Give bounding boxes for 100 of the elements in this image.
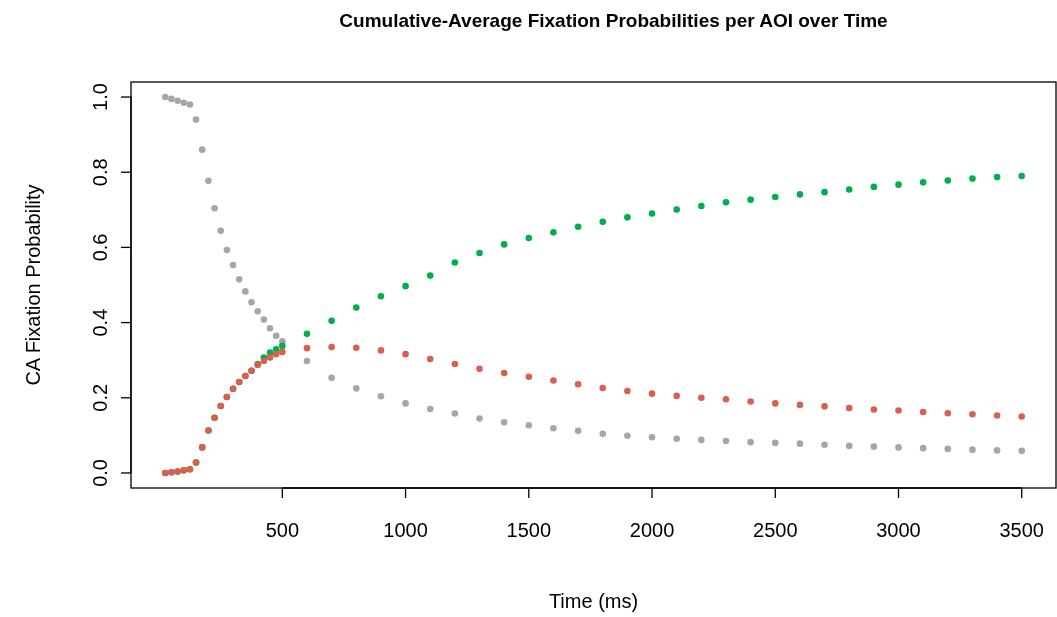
point xyxy=(352,304,360,311)
point xyxy=(771,193,779,201)
point xyxy=(944,409,952,417)
point xyxy=(525,421,533,429)
x-axis-title: Time (ms) xyxy=(548,590,639,612)
point xyxy=(205,177,212,185)
point xyxy=(673,435,680,443)
x-tick-label: 1500 xyxy=(506,519,552,541)
point xyxy=(845,442,853,450)
point xyxy=(328,374,335,382)
point xyxy=(235,276,243,283)
point xyxy=(476,365,483,373)
point xyxy=(451,360,459,368)
point xyxy=(870,443,878,450)
point xyxy=(525,373,533,381)
point xyxy=(599,384,607,392)
point xyxy=(242,288,249,295)
point xyxy=(248,298,255,306)
point xyxy=(198,146,206,153)
x-tick-label: 3500 xyxy=(999,519,1044,541)
point xyxy=(550,229,557,236)
point xyxy=(722,395,730,403)
x-tick-label: 1000 xyxy=(383,519,428,541)
point xyxy=(771,439,779,447)
point xyxy=(525,234,533,242)
point xyxy=(895,181,902,188)
point xyxy=(698,436,705,444)
point xyxy=(1018,447,1026,455)
point xyxy=(648,433,656,441)
point xyxy=(919,179,927,186)
point xyxy=(796,401,804,409)
point xyxy=(673,206,680,213)
point xyxy=(1018,172,1026,180)
point xyxy=(821,403,828,410)
point xyxy=(648,210,656,217)
point xyxy=(229,261,237,269)
point xyxy=(845,404,853,412)
point xyxy=(747,398,754,405)
point xyxy=(550,377,557,384)
y-tick-label: 0.8 xyxy=(89,158,111,187)
point xyxy=(279,342,286,350)
point xyxy=(186,101,194,108)
point xyxy=(168,95,175,103)
point xyxy=(328,343,335,351)
point xyxy=(624,214,631,221)
point xyxy=(821,188,828,196)
x-tick-label: 2000 xyxy=(629,519,675,541)
point xyxy=(821,441,828,449)
point xyxy=(599,218,607,226)
chart-title: Cumulative-Average Fixation Probabilities per AOI over Time xyxy=(339,10,888,31)
point xyxy=(574,223,582,231)
point xyxy=(771,400,779,407)
point xyxy=(870,183,878,191)
point xyxy=(377,347,385,354)
point xyxy=(648,390,656,397)
point xyxy=(303,330,311,338)
point xyxy=(624,432,631,440)
point xyxy=(161,93,169,101)
point xyxy=(180,99,188,106)
point xyxy=(919,408,927,416)
point xyxy=(993,412,1001,419)
point xyxy=(377,292,385,300)
point xyxy=(673,392,680,400)
point xyxy=(500,369,508,377)
point xyxy=(969,175,976,182)
point xyxy=(426,355,434,363)
point xyxy=(747,438,754,446)
point xyxy=(722,437,730,445)
point xyxy=(919,444,927,452)
point xyxy=(328,317,335,325)
point xyxy=(944,177,952,184)
point xyxy=(352,385,360,392)
y-tick-label: 0.2 xyxy=(89,383,111,412)
point xyxy=(192,116,200,123)
point xyxy=(895,444,902,451)
point xyxy=(624,387,631,395)
y-tick-label: 0.6 xyxy=(89,233,111,262)
point xyxy=(426,405,434,413)
point xyxy=(211,205,218,212)
point xyxy=(574,427,582,435)
point xyxy=(599,430,607,438)
point xyxy=(895,407,902,414)
point xyxy=(845,186,853,193)
point xyxy=(993,173,1001,181)
point xyxy=(451,259,459,266)
point xyxy=(969,446,976,453)
point xyxy=(574,380,582,388)
point xyxy=(722,199,730,206)
point xyxy=(698,202,705,210)
y-tick-label: 0.0 xyxy=(89,459,111,487)
point xyxy=(969,411,976,418)
point xyxy=(266,324,274,332)
point xyxy=(266,354,274,361)
x-tick-label: 500 xyxy=(265,519,300,541)
point xyxy=(272,332,280,340)
point xyxy=(223,246,231,254)
point xyxy=(476,249,483,257)
point xyxy=(303,357,311,365)
y-tick-label: 1.0 xyxy=(89,83,111,111)
point xyxy=(944,445,952,453)
